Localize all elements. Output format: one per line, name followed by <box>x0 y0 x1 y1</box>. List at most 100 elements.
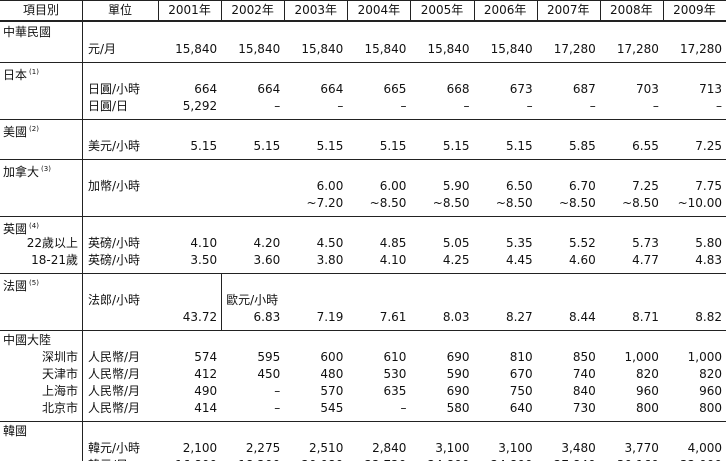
header-cell: 2003年 <box>294 3 338 17</box>
value: ~8.50 <box>495 196 533 210</box>
header-cell: 2001年 <box>168 3 211 17</box>
value: ~8.50 <box>369 196 407 210</box>
value: 4.77 <box>632 253 659 267</box>
rule <box>0 20 726 22</box>
value: 17,280 <box>679 42 722 56</box>
unit: 日圓/小時 <box>88 82 141 96</box>
value: 7.19 <box>316 310 344 324</box>
header-cell: 2008年 <box>610 3 653 17</box>
value: 730 <box>572 401 596 415</box>
value: – <box>274 401 281 415</box>
value: 574 <box>194 350 218 364</box>
value: 740 <box>572 367 596 381</box>
rule <box>82 273 83 330</box>
rule <box>0 62 726 63</box>
footnote-ref: (2) <box>29 125 39 133</box>
value: 4.20 <box>253 236 281 250</box>
header-cell: 2007年 <box>546 3 590 17</box>
value: 5.35 <box>505 236 533 250</box>
header-cell: 單位 <box>107 3 132 17</box>
section-name: 中華民國 <box>3 25 52 39</box>
header-cell: 2009年 <box>673 3 716 17</box>
value: 4.85 <box>379 236 407 250</box>
unit: 加幣/小時 <box>88 179 141 193</box>
value: 2,510 <box>308 441 344 455</box>
value: ~8.50 <box>432 196 470 210</box>
footnote-ref: (4) <box>29 222 39 230</box>
value: – <box>274 384 281 398</box>
footnote-ref: (3) <box>41 165 51 173</box>
value: 450 <box>257 367 281 381</box>
value: 3,480 <box>561 441 596 455</box>
unit: 歐元/小時 <box>226 293 279 307</box>
unit: 人民幣/月 <box>88 384 141 398</box>
value: 4.60 <box>569 253 596 267</box>
value: 5.52 <box>569 236 596 250</box>
value: 15,840 <box>364 42 407 56</box>
value: 5.15 <box>253 139 281 153</box>
value: 3.50 <box>190 253 218 267</box>
rule <box>473 0 475 20</box>
value: 3,100 <box>498 441 533 455</box>
unit: 法郎/小時 <box>88 293 141 307</box>
value: 3.80 <box>316 253 344 267</box>
value: – <box>337 99 344 113</box>
section-name: 英國 (4) <box>3 222 39 236</box>
value: 414 <box>194 401 218 415</box>
value: – <box>715 99 722 113</box>
value: 16,800 <box>158 457 217 461</box>
row-label: 上海市 <box>41 384 78 398</box>
value: 6.55 <box>632 139 659 153</box>
value: 3,100 <box>435 441 470 455</box>
value: 595 <box>257 350 281 364</box>
value: – <box>274 99 281 113</box>
section-name: 法國 (5) <box>3 279 39 293</box>
value: – <box>526 99 533 113</box>
unit: 元/月 <box>88 42 117 56</box>
value: 665 <box>383 82 407 96</box>
value: 22,720 <box>347 457 406 461</box>
value: 17,280 <box>616 42 659 56</box>
header-cell: 2005年 <box>420 3 464 17</box>
section-name: 美國 (2) <box>3 125 39 139</box>
value: 15,840 <box>490 42 533 56</box>
value: 6.83 <box>253 310 281 324</box>
value: 8.44 <box>569 310 596 324</box>
value: 1,000 <box>624 350 659 364</box>
value: 5.15 <box>190 139 218 153</box>
header-cell: 2002年 <box>231 3 274 17</box>
section-name: 韓國 <box>3 424 28 438</box>
rule <box>0 330 726 331</box>
value: 15,840 <box>238 42 281 56</box>
value: 690 <box>446 350 470 364</box>
value: 7.75 <box>695 179 722 193</box>
row-label: 北京市 <box>41 401 78 415</box>
value: – <box>400 401 407 415</box>
footnote-ref: (1) <box>29 68 39 76</box>
value: 820 <box>699 367 722 381</box>
value: 5.05 <box>442 236 470 250</box>
value: 490 <box>194 384 218 398</box>
value: 750 <box>509 384 533 398</box>
value: 7.25 <box>632 179 659 193</box>
unit: 韓元/日 <box>88 457 128 461</box>
rule <box>158 0 159 20</box>
unit: 人民幣/月 <box>88 367 141 381</box>
rule <box>0 273 726 274</box>
value: 3,770 <box>624 441 659 455</box>
value: 703 <box>635 82 659 96</box>
value: 800 <box>635 401 659 415</box>
rule <box>221 273 223 330</box>
value: 15,840 <box>175 42 218 56</box>
rule <box>82 159 83 216</box>
rule <box>0 159 726 160</box>
value: 7.25 <box>695 139 722 153</box>
value: 8.27 <box>505 310 533 324</box>
rule <box>82 216 83 273</box>
value: 545 <box>320 401 344 415</box>
header-cell: 項目別 <box>22 3 59 17</box>
value: 4.45 <box>505 253 533 267</box>
value: 6.70 <box>569 179 596 193</box>
value: 800 <box>699 401 722 415</box>
